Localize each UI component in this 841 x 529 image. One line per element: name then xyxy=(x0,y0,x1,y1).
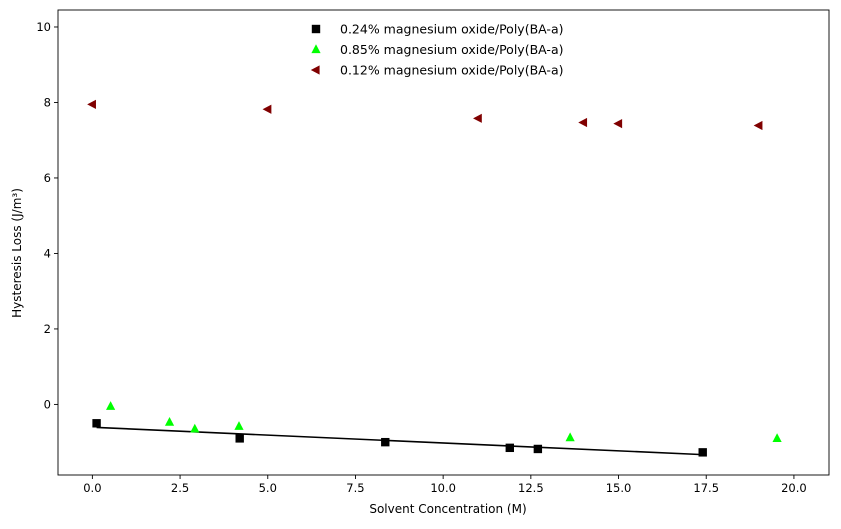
legend-marker-series-2 xyxy=(311,44,321,54)
x-tick-label: 12.5 xyxy=(518,481,544,495)
data-point-series-3 xyxy=(753,120,763,131)
y-tick-label: 4 xyxy=(44,246,51,260)
data-point-series-3 xyxy=(578,117,588,128)
x-tick-label: 17.5 xyxy=(693,481,719,495)
data-point-series-1 xyxy=(92,419,101,428)
data-point-series-3 xyxy=(87,99,96,109)
legend-label-series-1: 0.24% magnesium oxide/Poly(BA-a) xyxy=(340,22,563,37)
plot-area xyxy=(87,99,782,457)
y-tick-label: 0 xyxy=(44,397,51,411)
data-point-series-3 xyxy=(262,104,272,114)
x-tick-label: 10.0 xyxy=(430,481,456,495)
x-tick-label: 5.0 xyxy=(259,481,277,495)
data-point-series-2 xyxy=(234,421,244,430)
plot-frame xyxy=(57,9,830,476)
legend-marker-series-3 xyxy=(310,65,320,75)
axes: 0.0 2.5 5.0 7.5 10.0 12.5 15.0 17.5 20.0 0 2 4 6 8 10 xyxy=(36,9,830,495)
data-point-series-1 xyxy=(505,443,514,453)
x-tick-label: 15.0 xyxy=(606,481,632,495)
y-tick-label: 6 xyxy=(44,171,51,185)
y-tick-label: 10 xyxy=(36,20,51,34)
data-point-series-2 xyxy=(190,423,200,433)
data-point-series-3 xyxy=(473,113,482,123)
data-point-series-2 xyxy=(106,401,116,410)
y-tick-label: 2 xyxy=(44,322,51,336)
data-point-series-2 xyxy=(164,416,175,426)
x-axis-label: Solvent Concentration (M) xyxy=(369,502,526,516)
fit-line xyxy=(96,426,703,456)
legend-marker-series-1 xyxy=(311,24,321,34)
legend: 0.24% magnesium oxide/Poly(BA-a) 0.85% ma… xyxy=(310,22,563,78)
data-point-series-3 xyxy=(613,119,623,129)
data-point-series-1 xyxy=(698,448,707,457)
data-point-series-1 xyxy=(235,434,244,443)
legend-label-series-2: 0.85% magnesium oxide/Poly(BA-a) xyxy=(340,42,563,57)
x-tick-label: 20.0 xyxy=(781,481,807,495)
data-point-series-2 xyxy=(772,433,782,442)
y-axis-label: Hysteresis Loss (J/m³) xyxy=(10,188,24,318)
data-point-series-2 xyxy=(565,432,575,442)
x-tick-label: 0.0 xyxy=(83,481,101,495)
legend-label-series-3: 0.12% magnesium oxide/Poly(BA-a) xyxy=(340,63,563,78)
y-tick-label: 8 xyxy=(44,95,51,109)
x-tick-label: 2.5 xyxy=(171,481,189,495)
x-tick-label: 7.5 xyxy=(346,481,364,495)
data-point-series-1 xyxy=(381,437,390,447)
data-point-series-1 xyxy=(533,444,543,454)
